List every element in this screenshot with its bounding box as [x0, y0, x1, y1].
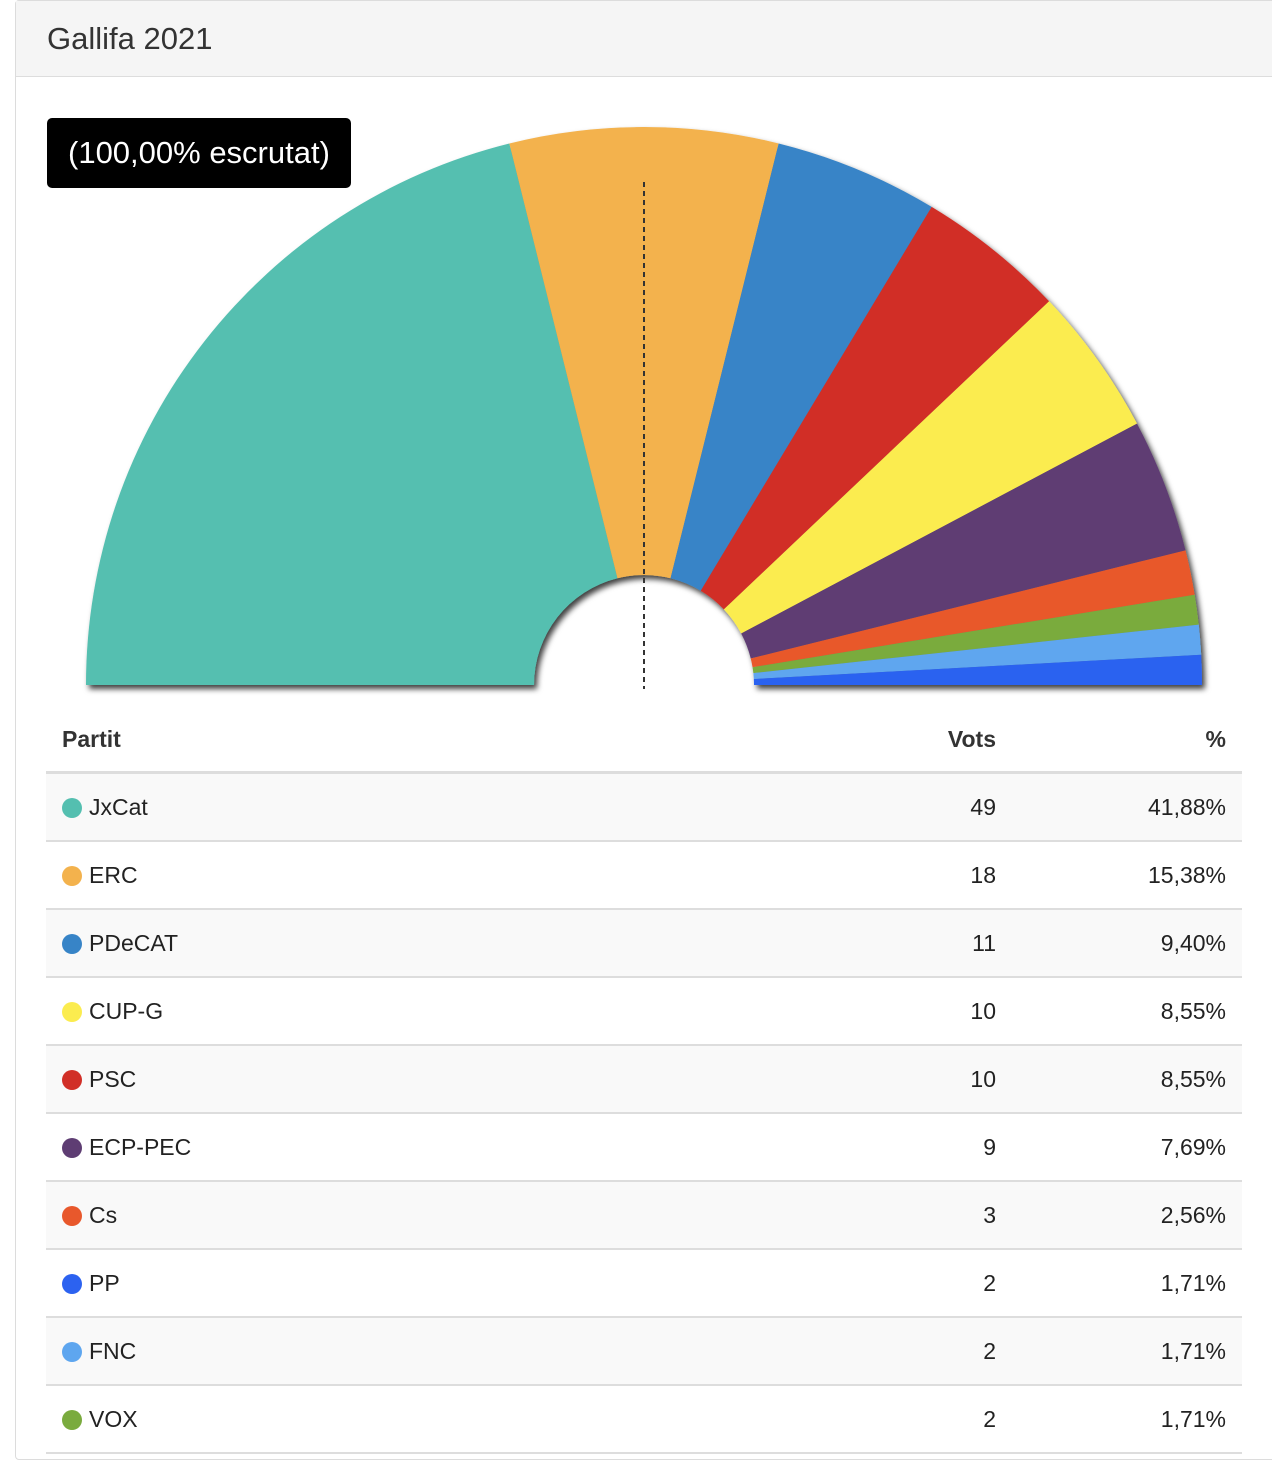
table-row: PSC 10 8,55%: [46, 1045, 1242, 1114]
slice-cs[interactable]: [750, 550, 1195, 668]
party-color-dot: [62, 1205, 82, 1226]
party-color-dot: [62, 1001, 82, 1022]
votes-cell: 49: [778, 772, 1012, 842]
party-name: JxCat: [89, 793, 148, 820]
table-header-row: Partit Vots %: [46, 707, 1242, 774]
votes-cell: 10: [778, 1045, 1012, 1114]
party-name: CUP-G: [89, 997, 164, 1024]
results-panel: Gallifa 2021 (100,00% escrutat) Partit V…: [15, 0, 1272, 1460]
slice-pdecat[interactable]: [670, 143, 932, 591]
party-cell: JxCat: [46, 772, 778, 842]
slice-fnc[interactable]: [753, 624, 1202, 680]
table-row: ERC 18 15,38%: [46, 841, 1242, 910]
party-name: PDeCAT: [89, 929, 179, 956]
votes-cell: 3: [778, 1181, 1012, 1250]
slice-ecp-pec[interactable]: [741, 423, 1186, 659]
votes-cell: 9: [778, 1113, 1012, 1182]
table-row: Cs 3 2,56%: [46, 1181, 1242, 1250]
table-row: PDeCAT 11 9,40%: [46, 909, 1242, 978]
slice-psc[interactable]: [700, 206, 1050, 610]
party-color-dot: [62, 1341, 82, 1362]
half-donut-chart: [86, 127, 1202, 689]
party-name: PP: [89, 1269, 120, 1296]
chart-slices: [86, 127, 1202, 685]
table-row: PP 2 1,71%: [46, 1249, 1242, 1318]
percent-cell: 8,55%: [1012, 977, 1242, 1046]
slice-jxcat[interactable]: [86, 143, 618, 685]
party-name: ECP-PEC: [89, 1133, 192, 1160]
header-votes: Vots: [778, 707, 1012, 774]
party-cell: Cs: [46, 1181, 778, 1250]
party-cell: FNC: [46, 1317, 778, 1386]
percent-cell: 41,88%: [1012, 772, 1242, 842]
party-cell: ERC: [46, 841, 778, 910]
party-color-dot: [62, 1137, 82, 1158]
table-row: CUP-G 10 8,55%: [46, 977, 1242, 1046]
slice-vox[interactable]: [752, 594, 1199, 674]
percent-cell: 8,55%: [1012, 1045, 1242, 1114]
table-row: ECP-PEC 9 7,69%: [46, 1113, 1242, 1182]
header-party: Partit: [46, 707, 778, 774]
percent-cell: 15,38%: [1012, 841, 1242, 910]
percent-cell: 1,71%: [1012, 1249, 1242, 1318]
party-color-dot: [62, 1069, 82, 1090]
votes-cell: 11: [778, 909, 1012, 978]
party-cell: VOX: [46, 1385, 778, 1454]
party-name: FNC: [89, 1337, 137, 1364]
slice-cup-g[interactable]: [723, 301, 1137, 634]
party-name: VOX: [89, 1405, 138, 1432]
party-cell: PSC: [46, 1045, 778, 1114]
party-color-dot: [62, 1409, 82, 1430]
votes-cell: 2: [778, 1249, 1012, 1318]
votes-cell: 10: [778, 977, 1012, 1046]
votes-cell: 18: [778, 841, 1012, 910]
party-name: ERC: [89, 861, 138, 888]
party-color-dot: [62, 1273, 82, 1294]
table-row: JxCat 49 41,88%: [46, 772, 1242, 842]
party-name: PSC: [89, 1065, 137, 1092]
percent-cell: 2,56%: [1012, 1181, 1242, 1250]
party-cell: PDeCAT: [46, 909, 778, 978]
party-color-dot: [62, 797, 82, 818]
party-color-dot: [62, 865, 82, 886]
votes-cell: 2: [778, 1385, 1012, 1454]
party-color-dot: [62, 933, 82, 954]
party-cell: ECP-PEC: [46, 1113, 778, 1182]
votes-cell: 2: [778, 1317, 1012, 1386]
panel-title: Gallifa 2021: [47, 20, 213, 56]
header-percent: %: [1012, 707, 1242, 774]
percent-cell: 1,71%: [1012, 1317, 1242, 1386]
party-cell: PP: [46, 1249, 778, 1318]
slice-erc[interactable]: [509, 127, 779, 579]
panel-header: Gallifa 2021: [16, 1, 1272, 77]
percent-cell: 9,40%: [1012, 909, 1242, 978]
table-row: FNC 2 1,71%: [46, 1317, 1242, 1386]
results-table: Partit Vots % JxCat 49 41,88% ERC 18 15,38% PD…: [46, 707, 1242, 1454]
percent-cell: 7,69%: [1012, 1113, 1242, 1182]
slice-pp[interactable]: [753, 654, 1202, 685]
party-cell: CUP-G: [46, 977, 778, 1046]
party-name: Cs: [89, 1201, 118, 1228]
table-row: VOX 2 1,71%: [46, 1385, 1242, 1454]
percent-cell: 1,71%: [1012, 1385, 1242, 1454]
scrutiny-badge: (100,00% escrutat): [47, 118, 351, 188]
